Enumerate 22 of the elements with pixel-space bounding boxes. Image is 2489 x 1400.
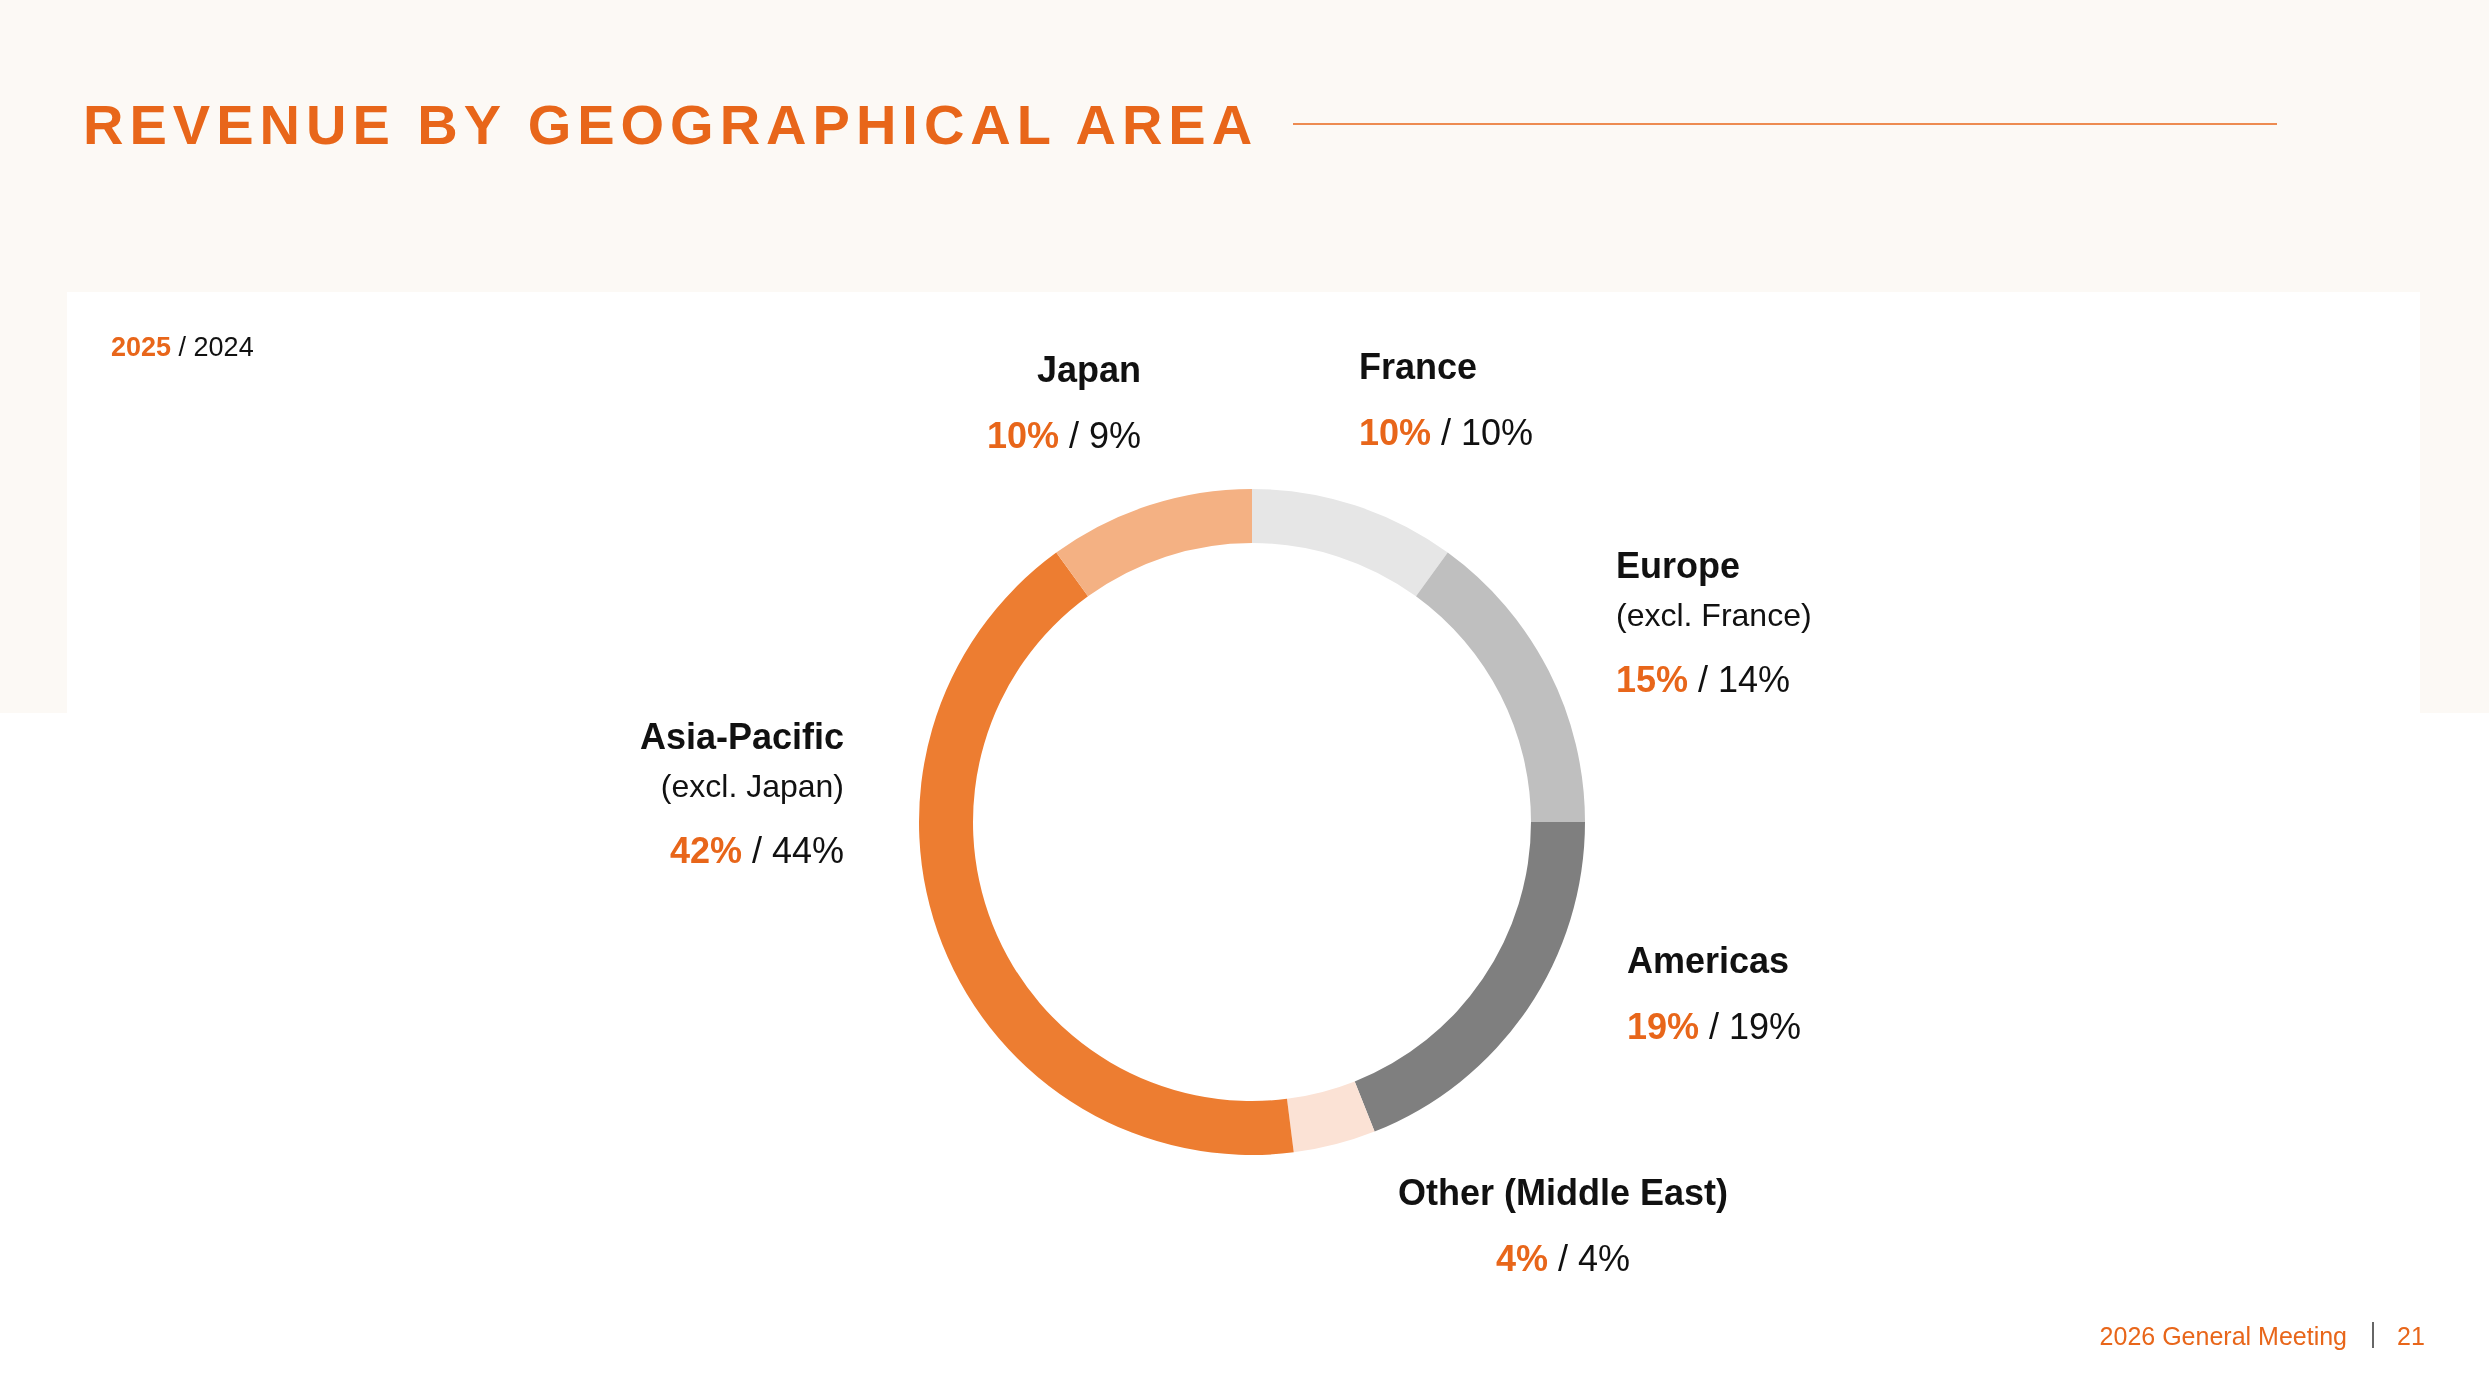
chart-title: REVENUE BY GEOGRAPHICAL AREA xyxy=(83,93,1259,156)
slice-label: Other (Middle East) xyxy=(1397,1172,1729,1213)
donut-slice xyxy=(1252,489,1448,597)
legend-title: 2025 / 2024 xyxy=(111,332,254,362)
data-label: 10% / 10% xyxy=(1359,412,1534,453)
text: 21 xyxy=(2397,1322,2425,1350)
slice-label: Japan xyxy=(1036,349,1141,390)
data-label: 42% / 44% xyxy=(669,830,844,871)
slice-label: Americas xyxy=(1627,940,1790,981)
slice-label: Europe (excl. France) xyxy=(1616,545,1812,633)
text: 2026 General Meeting xyxy=(2099,1322,2347,1350)
data-label: 19% / 19% xyxy=(1627,1006,1802,1047)
slice-label: Asia-Pacific (excl. Japan) xyxy=(639,716,844,804)
data-label: 4% / 4% xyxy=(1495,1238,1631,1279)
slice-label: France xyxy=(1359,346,1478,387)
donut-slice xyxy=(1354,822,1585,1132)
data-label: 15% / 14% xyxy=(1616,659,1791,700)
donut-slice xyxy=(1415,552,1585,822)
donut-slice xyxy=(1056,489,1252,597)
data-label: 10% / 9% xyxy=(986,415,1141,456)
donut-slice xyxy=(919,552,1294,1155)
donut-slice xyxy=(1286,1081,1375,1153)
